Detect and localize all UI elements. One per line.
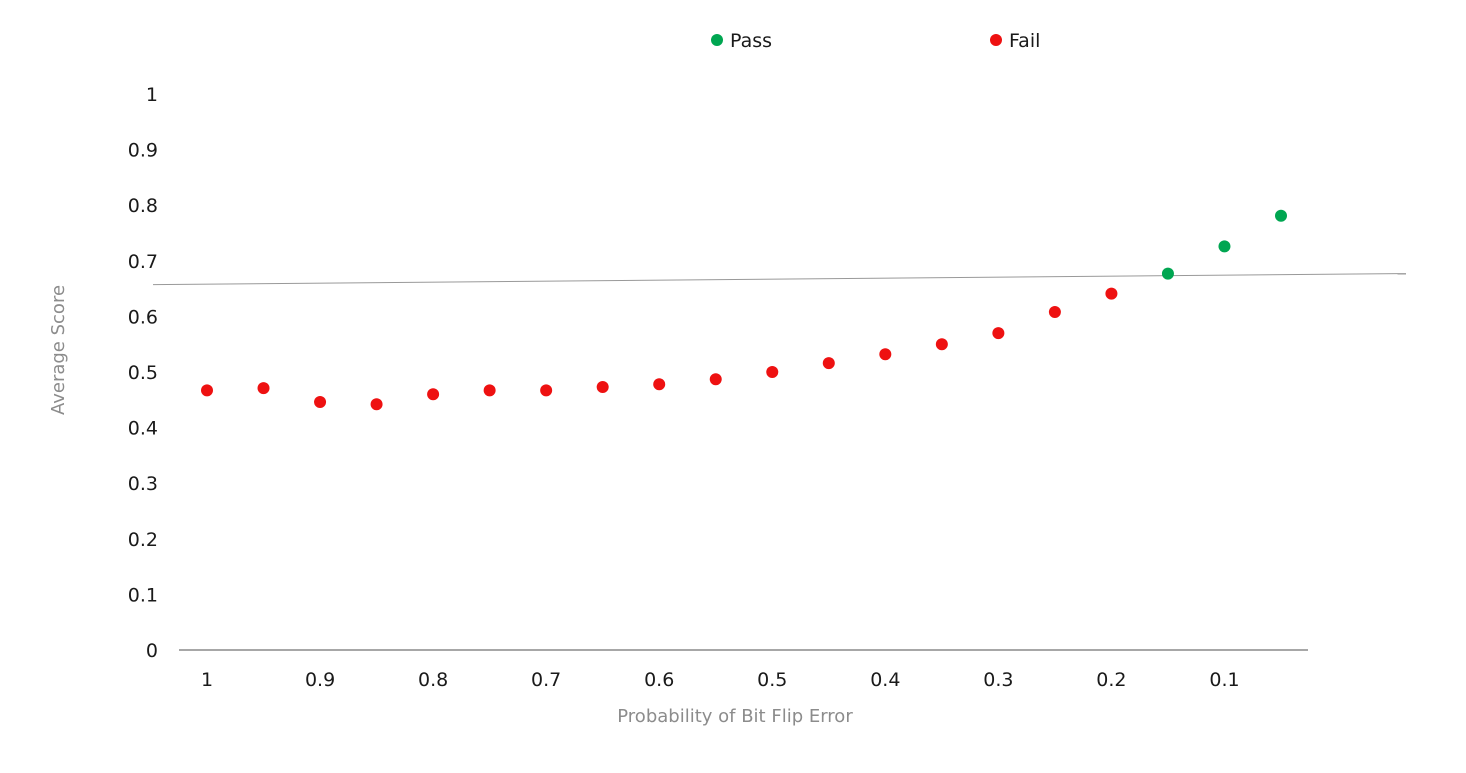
- x-tick-label: 0.3: [983, 669, 1013, 691]
- x-tick-label: 0.1: [1209, 669, 1239, 691]
- x-tick-label: 0.2: [1096, 669, 1126, 691]
- fail-point: [201, 384, 213, 397]
- pass-point: [1161, 267, 1174, 280]
- fail-legend-label: Fail: [1009, 30, 1040, 52]
- fail-point: [766, 366, 779, 378]
- y-tick-label: 1: [146, 84, 158, 106]
- fail-point: [935, 338, 948, 351]
- y-axis-ticks: 0 0.1 0.2 0.3 0.4 0.5 0.6 0.7 0.8 0.9 1: [128, 84, 158, 662]
- x-tick-label: 0.7: [531, 669, 561, 691]
- fail-point: [596, 381, 609, 394]
- threshold-line: [152, 273, 1407, 286]
- y-tick-label: 0.5: [128, 362, 158, 384]
- pass-point: [1218, 240, 1231, 253]
- fail-point: [540, 384, 553, 397]
- x-tick-label: 0.4: [870, 669, 900, 691]
- fail-point: [709, 373, 722, 386]
- fail-point: [879, 348, 892, 361]
- pass-legend-label: Pass: [730, 30, 772, 52]
- x-tick-label: 0.8: [418, 669, 448, 691]
- fail-point: [314, 396, 327, 409]
- y-tick-label: 0.9: [128, 140, 158, 162]
- x-tick-label: 0.9: [305, 669, 335, 691]
- fail-point: [370, 398, 383, 411]
- fail-point: [257, 382, 270, 395]
- fail-point: [992, 327, 1005, 340]
- x-tick-label: 1: [201, 669, 213, 691]
- x-axis-title: Probability of Bit Flip Error: [617, 706, 853, 727]
- fail-point: [1048, 305, 1061, 318]
- fail-point: [822, 357, 835, 370]
- x-axis-ticks: 1 0.9 0.8 0.7 0.6 0.5 0.4 0.3 0.2 0.1: [201, 669, 1240, 691]
- legend: Pass Fail: [711, 30, 1040, 52]
- y-tick-label: 0.3: [128, 473, 158, 495]
- y-tick-label: 0.8: [128, 195, 158, 217]
- fail-point: [1105, 287, 1118, 300]
- x-tick-label: 0.5: [757, 669, 787, 691]
- data-points: [201, 209, 1287, 411]
- y-tick-label: 0.1: [128, 584, 158, 606]
- pass-legend-marker: [711, 34, 723, 46]
- fail-point: [483, 384, 496, 397]
- fail-point: [427, 388, 440, 401]
- y-tick-label: 0: [146, 640, 158, 662]
- pass-point: [1275, 209, 1287, 222]
- y-tick-label: 0.2: [128, 529, 158, 551]
- y-tick-label: 0.7: [128, 251, 158, 273]
- y-axis-title: Average Score: [48, 285, 69, 415]
- y-tick-label: 0.6: [128, 306, 158, 328]
- y-tick-label: 0.4: [128, 418, 158, 440]
- x-tick-label: 0.6: [644, 669, 674, 691]
- fail-point: [653, 378, 666, 391]
- fail-legend-marker: [990, 34, 1002, 46]
